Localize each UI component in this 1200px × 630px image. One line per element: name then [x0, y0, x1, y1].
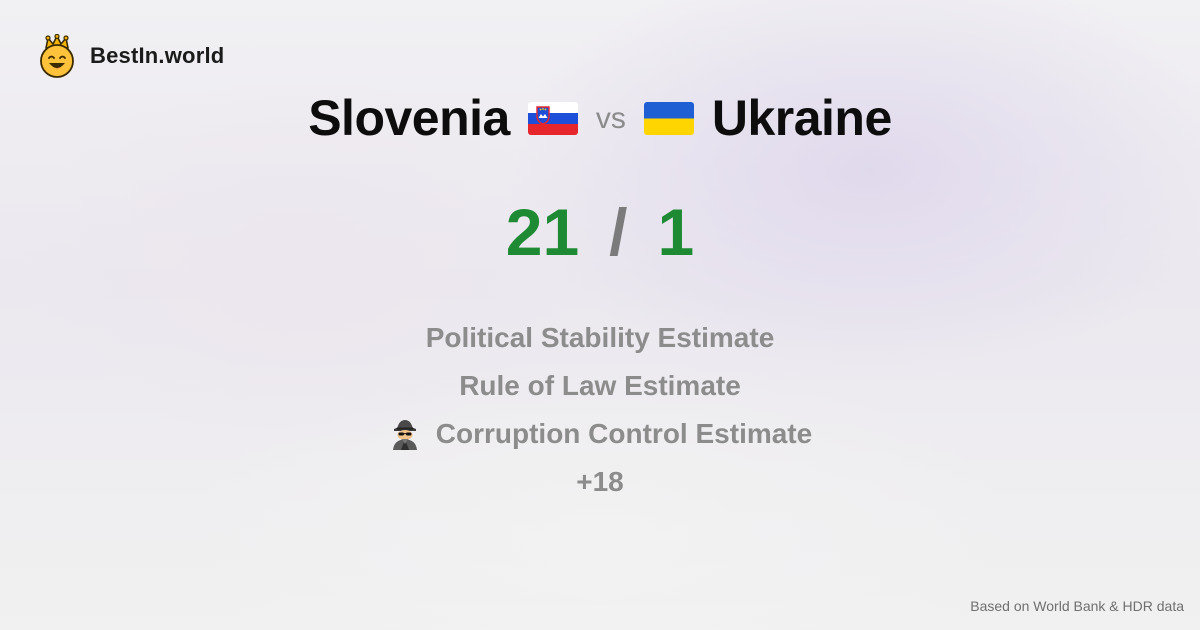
brand[interactable]: BestIn.world [38, 34, 224, 78]
data-source-note: Based on World Bank & HDR data [970, 598, 1184, 614]
score: 21 / 1 [0, 194, 1200, 270]
right-country-name[interactable]: Ukraine [711, 90, 892, 146]
metric-label: Political Stability Estimate [425, 322, 775, 353]
ukraine-flag-icon [643, 101, 694, 135]
metric-label: Corruption Control Estimate [435, 418, 813, 449]
metric-item[interactable]: Corruption Control Estimate [388, 410, 812, 458]
brand-name: BestIn.world [90, 43, 225, 68]
more-metrics-link[interactable]: +18 [576, 466, 624, 497]
comparison-title: Slovenia vs Ukraine [0, 86, 1200, 150]
left-score: 21 [505, 195, 580, 269]
slovenia-flag-icon [527, 101, 578, 135]
metric-item[interactable]: Political Stability Estimate [426, 314, 775, 362]
left-country-name[interactable]: Slovenia [308, 90, 510, 146]
vs-label: vs [595, 102, 626, 135]
detective-icon [392, 420, 417, 450]
metric-item[interactable]: Rule of Law Estimate [459, 362, 741, 410]
score-separator: / [609, 195, 628, 269]
metrics-list: Political Stability Estimate Rule of Law… [0, 314, 1200, 506]
crown-smiley-icon [40, 34, 74, 78]
right-score: 1 [657, 195, 695, 269]
metric-label: Rule of Law Estimate [459, 370, 741, 401]
